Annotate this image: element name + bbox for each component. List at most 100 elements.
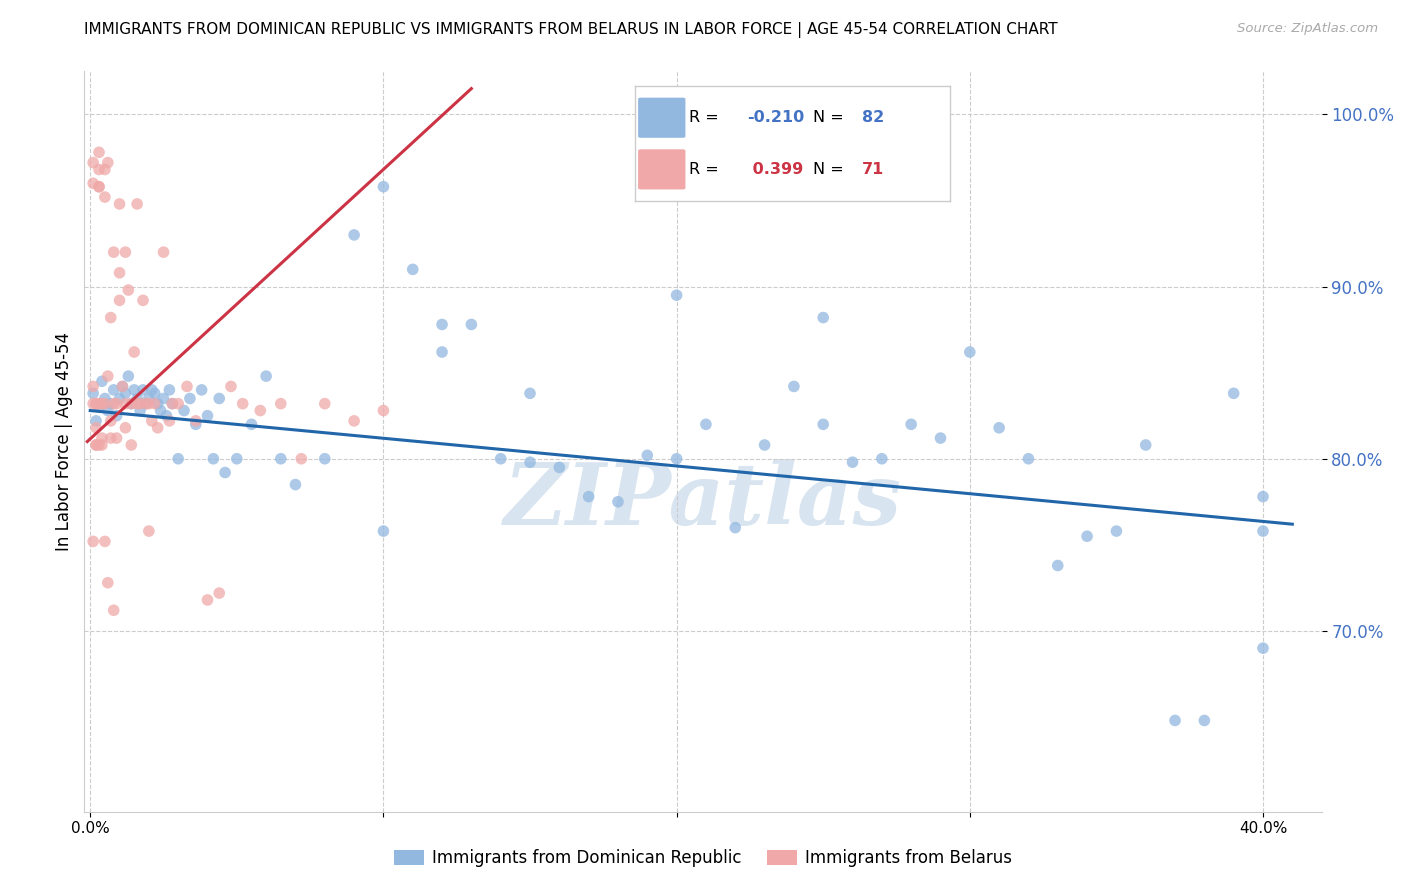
Point [208, 392, 231, 406]
Point [1251, 641, 1274, 656]
Point [314, 451, 336, 466]
Point [430, 318, 453, 332]
Point [841, 455, 863, 469]
Point [105, 409, 128, 423]
Point [1135, 438, 1157, 452]
Text: ZIPatlas: ZIPatlas [503, 459, 903, 542]
Point [91, 374, 114, 388]
Point [103, 383, 125, 397]
Point [111, 379, 134, 393]
Point [1105, 524, 1128, 538]
Point [176, 379, 198, 393]
Text: R =: R = [689, 111, 724, 125]
Point [120, 438, 142, 452]
Point [114, 397, 136, 411]
Point [114, 421, 136, 435]
Point [97, 575, 120, 590]
Text: 0.399: 0.399 [747, 161, 803, 177]
Point [141, 383, 163, 397]
Point [87, 400, 110, 414]
Text: R =: R = [689, 161, 724, 177]
Point [84, 438, 107, 452]
Point [202, 451, 225, 466]
Point [127, 392, 149, 406]
Point [132, 293, 155, 308]
Point [100, 310, 122, 325]
Point [94, 392, 117, 406]
Point [103, 245, 125, 260]
Point [108, 293, 131, 308]
Point [97, 369, 120, 384]
Point [197, 409, 219, 423]
Point [146, 421, 169, 435]
Point [254, 369, 277, 384]
Point [84, 397, 107, 411]
Point [94, 534, 117, 549]
Point [430, 345, 453, 359]
Point [157, 414, 180, 428]
Point [249, 403, 271, 417]
Point [91, 438, 114, 452]
Point [84, 414, 107, 428]
Point [695, 417, 717, 432]
Point [87, 179, 110, 194]
Point [94, 190, 117, 204]
Point [665, 451, 688, 466]
Point [122, 383, 145, 397]
Point [84, 397, 107, 411]
Point [91, 431, 114, 445]
Text: -0.210: -0.210 [747, 111, 804, 125]
Point [1222, 386, 1244, 401]
Point [548, 460, 571, 475]
Point [290, 451, 312, 466]
Legend: Immigrants from Dominican Republic, Immigrants from Belarus: Immigrants from Dominican Republic, Immi… [387, 842, 1019, 874]
Point [519, 455, 541, 469]
Point [138, 524, 160, 538]
Point [240, 417, 263, 432]
Point [811, 310, 834, 325]
Point [232, 397, 254, 411]
Point [284, 477, 307, 491]
Point [94, 397, 117, 411]
Point [519, 386, 541, 401]
Point [270, 397, 292, 411]
Point [1164, 714, 1187, 728]
Point [1017, 451, 1039, 466]
Point [94, 162, 117, 177]
Point [219, 379, 242, 393]
Point [929, 431, 952, 445]
Point [811, 417, 834, 432]
Point [105, 397, 128, 411]
Point [607, 495, 630, 509]
Point [343, 227, 366, 242]
Point [754, 438, 776, 452]
Text: 71: 71 [862, 161, 884, 177]
Point [373, 524, 395, 538]
Point [460, 318, 482, 332]
Text: N =: N = [813, 111, 844, 125]
Point [141, 414, 163, 428]
Point [103, 603, 125, 617]
Point [225, 451, 247, 466]
Point [988, 421, 1011, 435]
Point [146, 397, 169, 411]
Point [87, 162, 110, 177]
Point [97, 155, 120, 169]
Point [900, 417, 922, 432]
Point [122, 345, 145, 359]
Point [1251, 490, 1274, 504]
Point [373, 179, 395, 194]
Point [314, 397, 336, 411]
Text: IMMIGRANTS FROM DOMINICAN REPUBLIC VS IMMIGRANTS FROM BELARUS IN LABOR FORCE | A: IMMIGRANTS FROM DOMINICAN REPUBLIC VS IM… [84, 22, 1057, 38]
Point [1046, 558, 1069, 573]
FancyBboxPatch shape [638, 149, 686, 189]
Text: Source: ZipAtlas.com: Source: ZipAtlas.com [1237, 22, 1378, 36]
Text: N =: N = [813, 161, 844, 177]
Point [373, 403, 395, 417]
Point [87, 179, 110, 194]
Point [84, 421, 107, 435]
Point [190, 383, 212, 397]
Point [108, 197, 131, 211]
Point [87, 438, 110, 452]
Point [1194, 714, 1216, 728]
